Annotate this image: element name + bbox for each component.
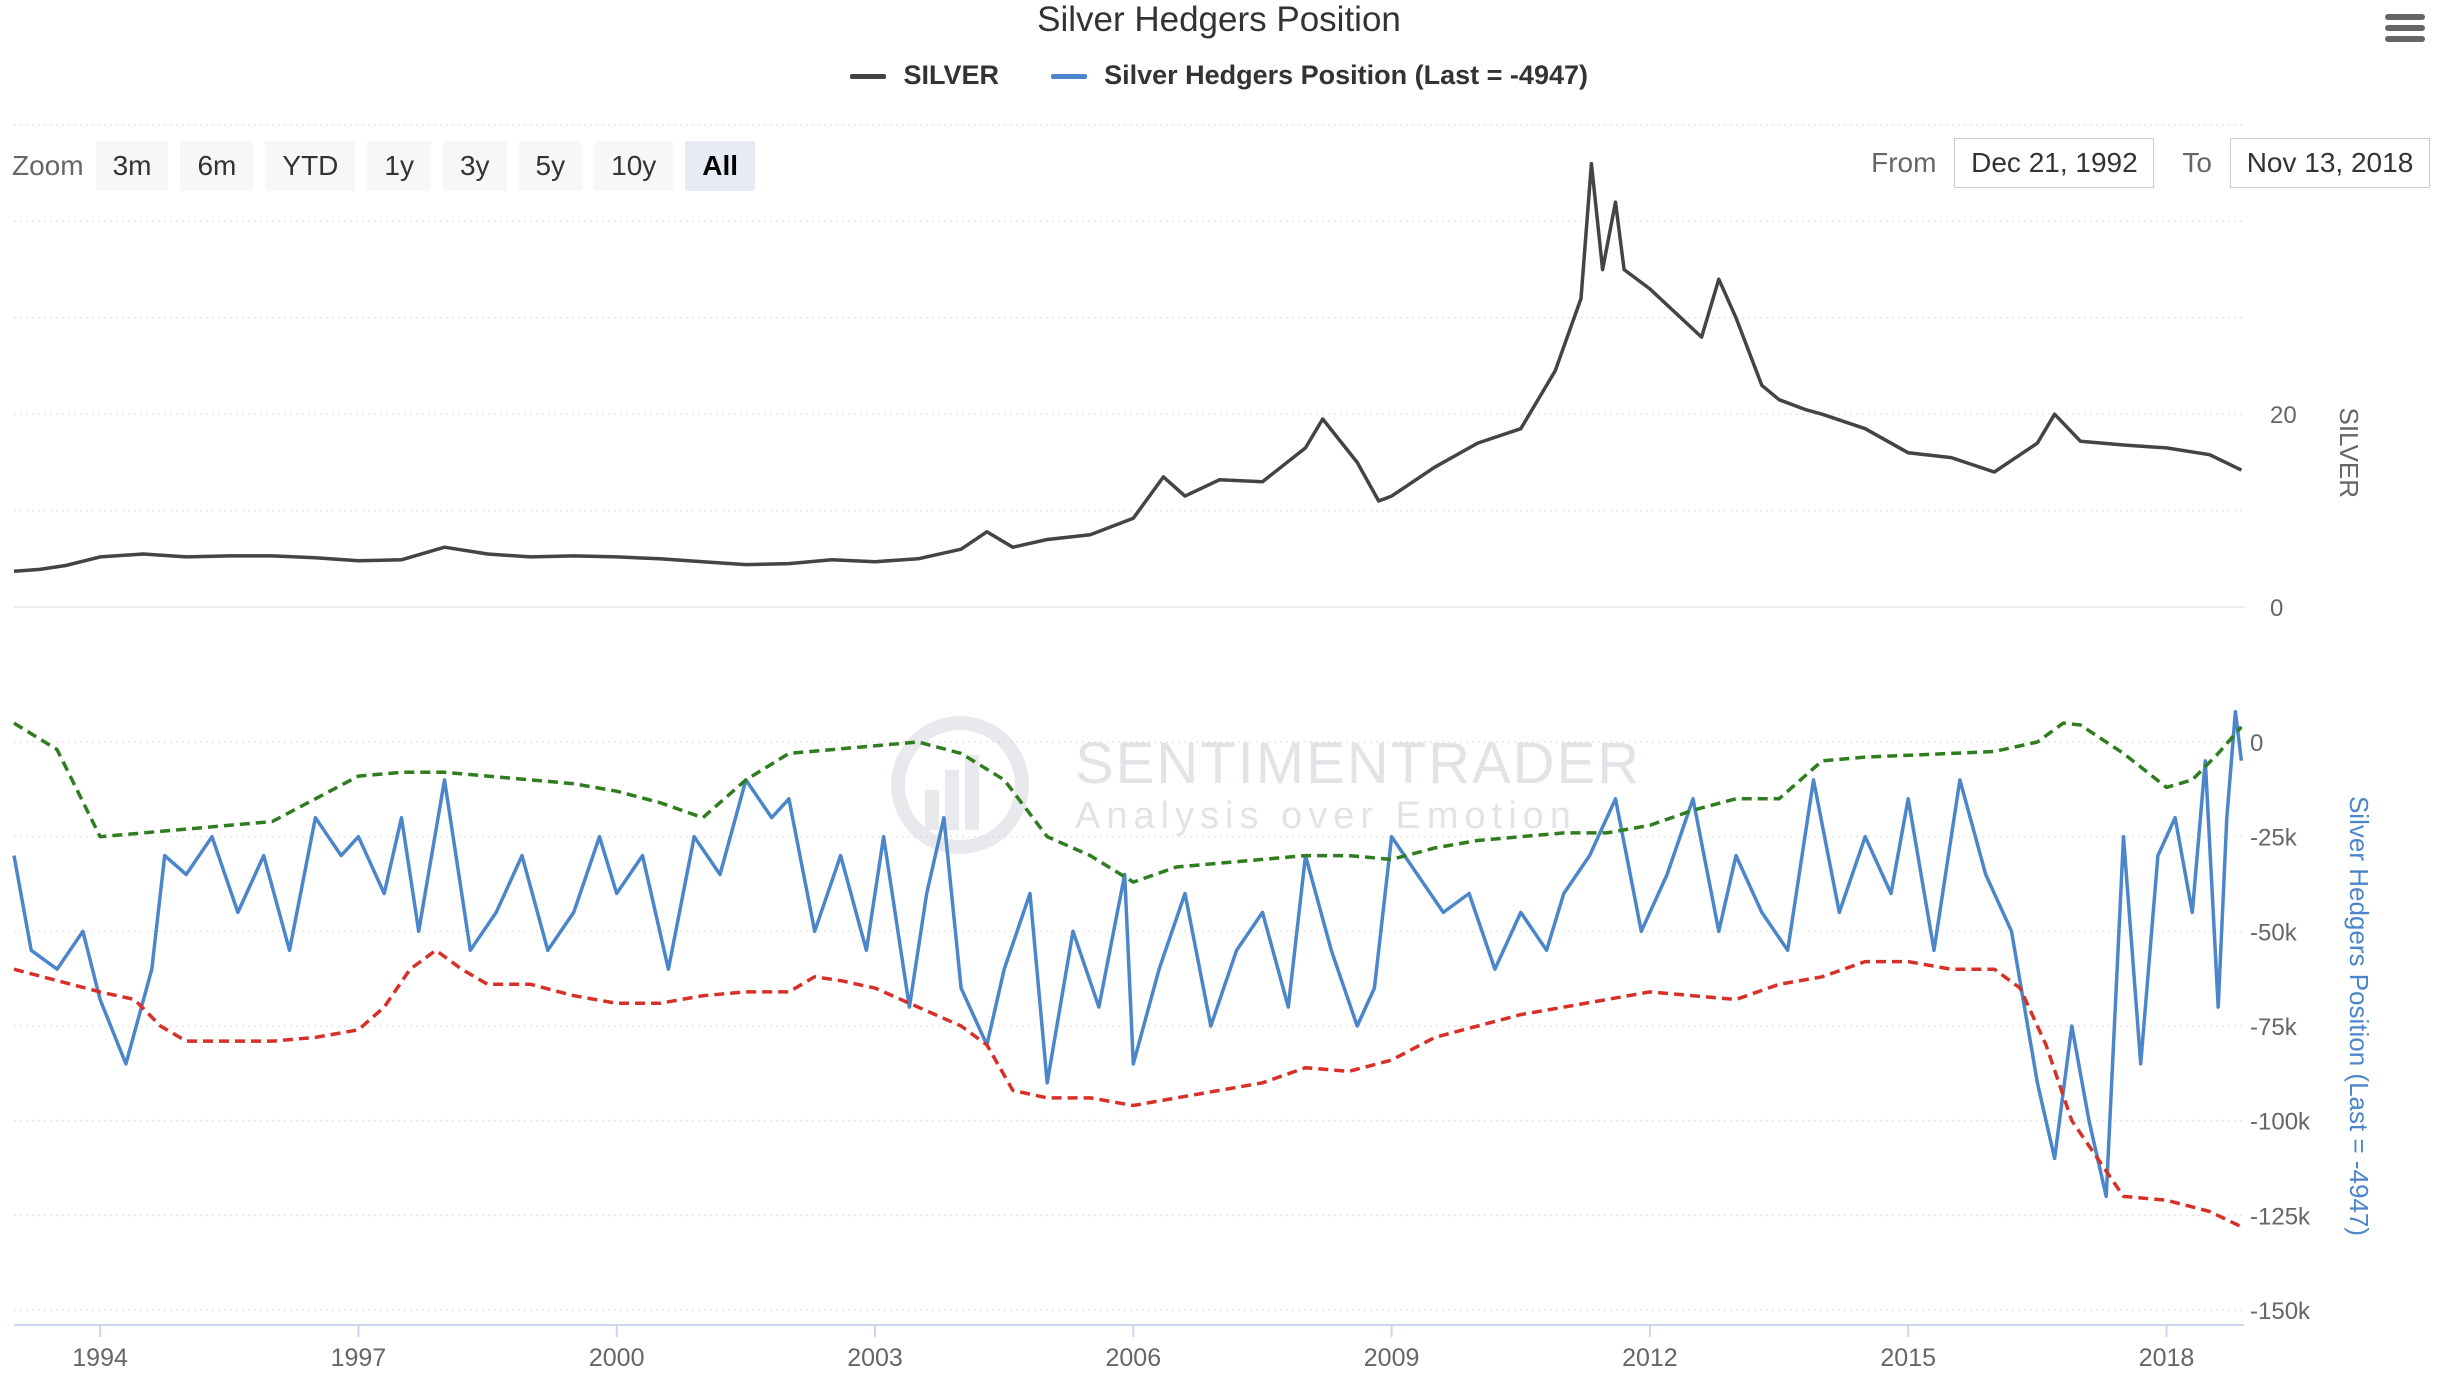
x-tick-label: 2006 [1105,1344,1161,1372]
hedgers-y-tick-label: -125k [2250,1203,2311,1230]
hedgers-y-tick-label: -150k [2250,1298,2311,1325]
zoom-button-1y[interactable]: 1y [367,141,431,191]
zoom-button-3y[interactable]: 3y [442,141,507,191]
zoom-button-ytd[interactable]: YTD [265,141,356,191]
x-tick-label: 2018 [2139,1344,2195,1372]
zoom-button-10y[interactable]: 10y [594,141,674,191]
hedgers-y-tick-label: -100k [2250,1109,2311,1136]
hedgers-y-axis: 0 -25k -50k -75k -100k -125k -150k Silver Hedge… [2250,730,2374,1325]
x-axis: 1994 1997 2000 2003 2006 2009 2012 2015 2018 [72,1325,2194,1372]
hedgers-y-tick-label: 0 [2250,730,2263,757]
chart-title: Silver Hedgers Position [1037,0,1401,39]
legend-swatch-silver [850,74,886,80]
zoom-button-5y[interactable]: 5y [518,141,583,191]
sentimentrader-watermark: SENTIMENTRADER Analysis over Emotion [891,716,1641,854]
hedgers-series-group [12,709,2244,1229]
watermark-logo-icon [891,716,1029,854]
x-tick-label: 2012 [1622,1344,1678,1372]
x-tick-label: 2015 [1880,1344,1936,1372]
upper-band-line [13,721,2243,884]
legend-swatch-hedgers [1050,74,1087,80]
to-label: To [2182,147,2212,178]
x-tick-label: 2009 [1364,1344,1420,1372]
hedgers-y-tick-label: -50k [2250,919,2298,946]
legend: SILVER Silver Hedgers Position (Last = -… [0,60,2438,91]
x-tick-label: 2000 [589,1344,645,1372]
silver-price-line [13,161,2243,574]
hedgers-y-axis-title: Silver Hedgers Position (Last = -4947) [2344,796,2374,1236]
from-date-input[interactable] [1954,138,2155,188]
zoom-button-6m[interactable]: 6m [180,141,254,191]
gridlines [14,124,2244,1326]
zoom-button-3m[interactable]: 3m [95,141,169,191]
silver-series [13,161,2243,574]
x-tick-label: 1997 [331,1344,387,1372]
date-range-selector: From To [1843,138,2430,188]
hedgers-position-line [12,709,2244,1199]
from-label: From [1871,147,1937,178]
silver-y-tick-label: 0 [2270,595,2283,622]
x-tick-label: 1994 [72,1344,128,1372]
watermark-brand: SENTIMENTRADER [1075,731,1641,796]
legend-item-hedgers[interactable]: Silver Hedgers Position (Last = -4947) [1050,60,1588,91]
zoom-label: Zoom [12,150,84,181]
hedgers-y-tick-label: -75k [2250,1014,2298,1041]
to-date-input[interactable] [2230,138,2430,188]
zoom-bar: Zoom 3m 6m YTD 1y 3y 5y 10y All [12,140,767,192]
watermark-tagline: Analysis over Emotion [1075,795,1577,837]
zoom-button-all[interactable]: All [685,141,756,191]
silver-y-axis-title: SILVER [2334,407,2364,498]
lower-band-line [13,948,2243,1229]
hedgers-y-tick-label: -25k [2250,825,2298,852]
x-tick-label: 2003 [847,1344,903,1372]
silver-y-tick-label: 20 [2270,402,2297,429]
legend-item-silver[interactable]: SILVER [850,60,999,91]
silver-y-axis: 0 20 SILVER [2270,402,2364,622]
legend-label-silver: SILVER [903,60,1000,90]
hamburger-menu-icon[interactable] [2385,14,2425,48]
legend-label-hedgers: Silver Hedgers Position (Last = -4947) [1104,60,1588,90]
